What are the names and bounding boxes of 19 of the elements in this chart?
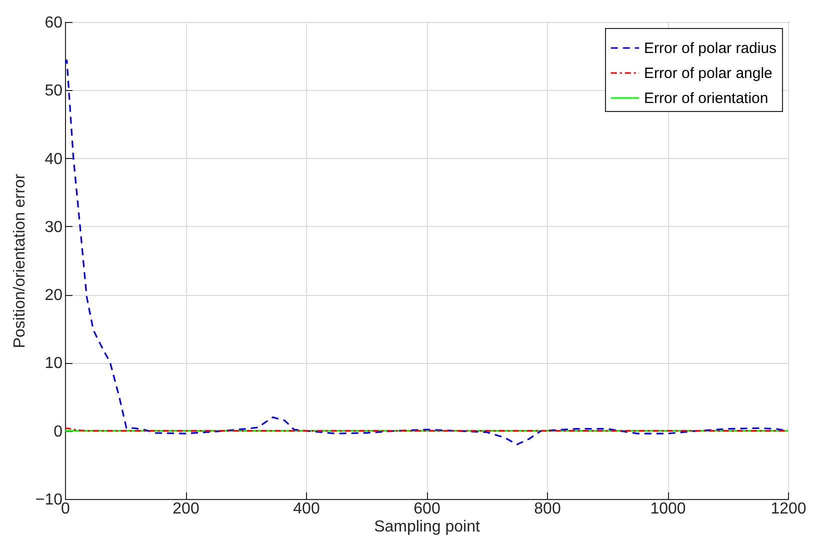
legend-label: Error of polar radius [644, 40, 777, 57]
x-tick-label: 800 [534, 500, 561, 518]
x-tick-label: 200 [172, 500, 200, 518]
y-tick-label: 0 [54, 423, 63, 440]
x-tick-label: 1000 [650, 500, 686, 518]
y-tick-label: 20 [44, 287, 63, 304]
y-tick-label: 30 [44, 218, 63, 236]
x-tick-label: 400 [293, 500, 320, 518]
y-tick-label: 40 [44, 150, 63, 168]
x-axis-title: Sampling point [374, 518, 480, 536]
y-tick-label: 50 [44, 82, 63, 100]
y-tick-label: −10 [35, 492, 63, 508]
legend-label: Error of orientation [644, 90, 768, 107]
x-tick-label: 600 [414, 500, 440, 518]
x-tick-label: 1200 [770, 500, 806, 518]
y-tick-label: 10 [44, 355, 63, 372]
legend-label: Error of polar angle [644, 65, 772, 82]
y-axis-title: Position/orientation error [11, 173, 28, 348]
y-tick-label: 60 [44, 14, 63, 32]
